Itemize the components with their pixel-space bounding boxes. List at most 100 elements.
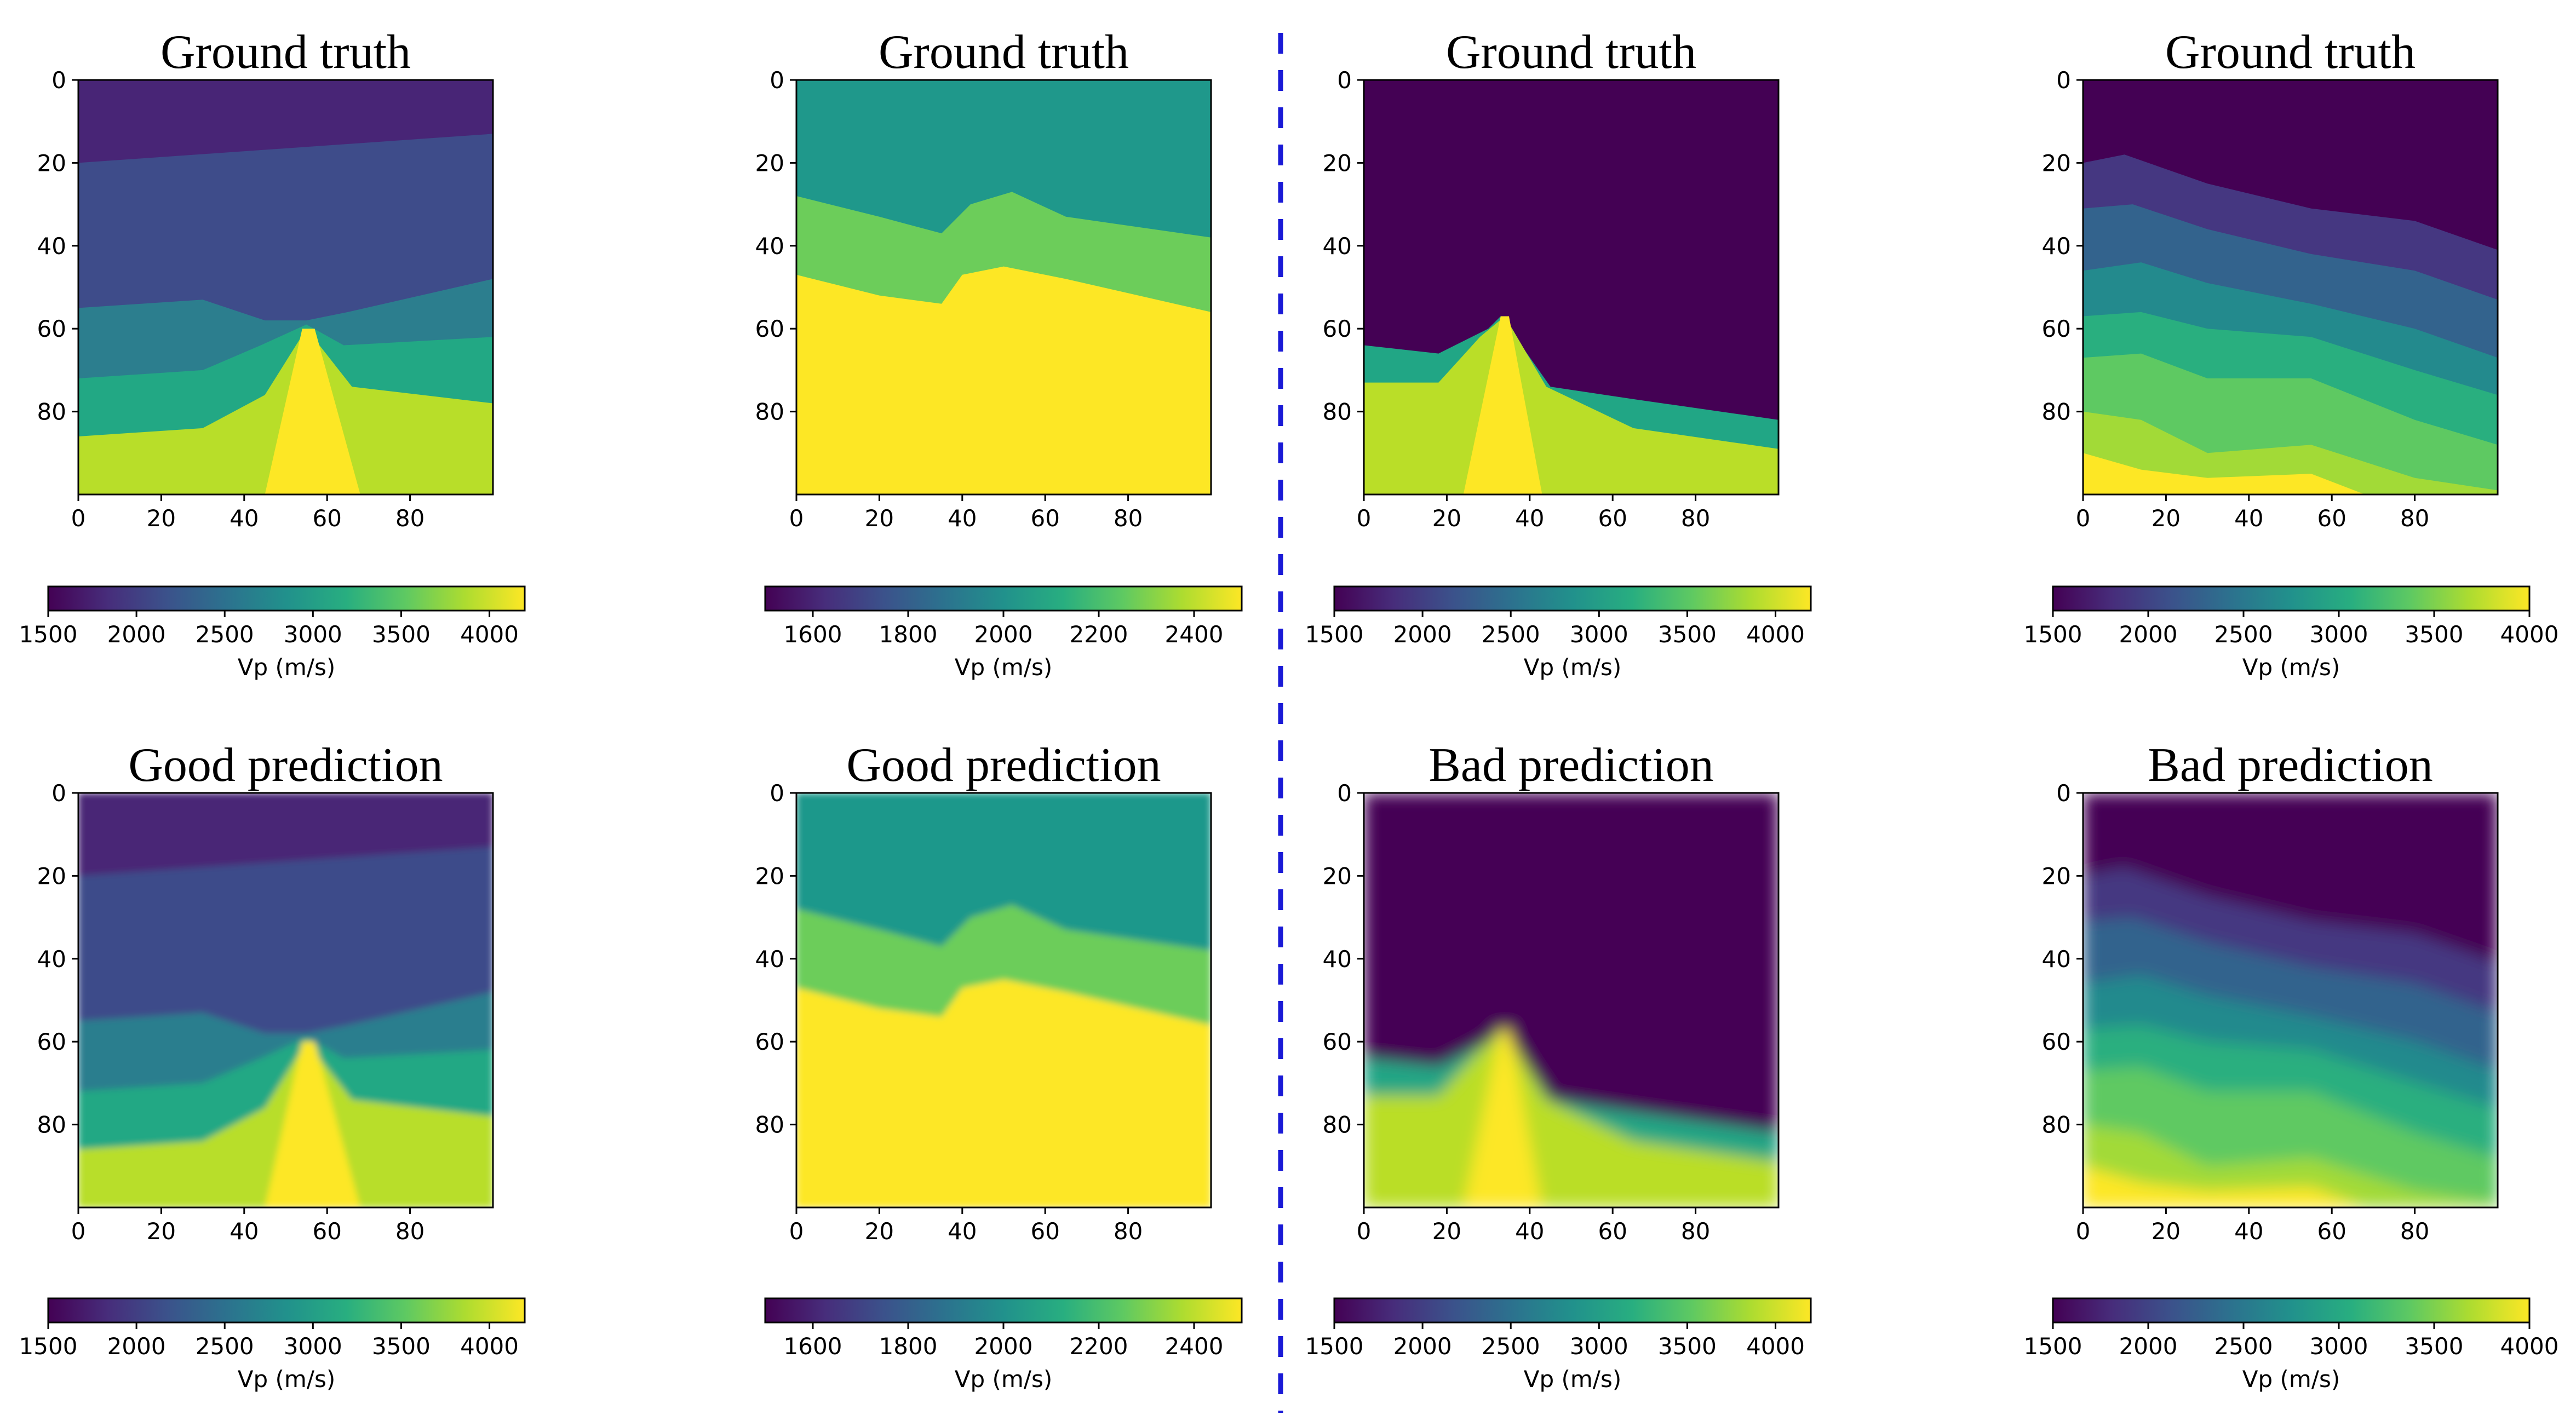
y-tick-label: 20 (2042, 149, 2071, 176)
colorbar-tick-label: 1500 (2024, 1333, 2082, 1360)
y-tick-label: 60 (37, 1028, 66, 1055)
velocity-heatmap (78, 793, 493, 1207)
colorbar-tick-label: 2400 (1165, 1333, 1224, 1360)
colorbar-tick-label: 3500 (2405, 1333, 2464, 1360)
y-tick-label: 20 (37, 149, 66, 176)
subplot-title: Good prediction (846, 739, 1161, 792)
x-tick-label: 60 (1030, 1218, 1059, 1245)
y-tick-label: 40 (37, 233, 66, 260)
colorbar: 1500 2000 2500 3000 3500 4000 Vp (m/s) (19, 585, 526, 681)
colorbar-tick-label: 2000 (107, 1333, 166, 1360)
x-tick-label: 0 (1357, 1218, 1372, 1245)
velocity-layer (265, 1042, 360, 1207)
colorbar-label: Vp (m/s) (238, 654, 335, 681)
y-tick-label: 20 (755, 149, 784, 176)
colorbar-tick-label: 1500 (19, 621, 78, 648)
y-tick-label: 80 (755, 399, 784, 425)
x-tick-label: 60 (312, 505, 341, 532)
velocity-layer (1463, 316, 1542, 494)
velocity-heatmap (2083, 80, 2498, 494)
colorbar-gradient (1333, 585, 1812, 612)
colorbar-tick-label: 1800 (879, 621, 938, 648)
x-tick-label: 40 (1515, 505, 1544, 532)
colorbar-gradient (1333, 1297, 1812, 1324)
colorbar-tick-label: 2000 (2119, 621, 2178, 648)
velocity-layer (2083, 1166, 2365, 1207)
colorbar: 1500 2000 2500 3000 3500 4000 Vp (m/s) (2024, 585, 2559, 681)
colorbar-tick-label: 1600 (784, 621, 842, 648)
colorbar-label: Vp (m/s) (955, 1366, 1052, 1393)
x-tick-label: 60 (1030, 505, 1059, 532)
subplot-title: Ground truth (1446, 26, 1696, 79)
colorbar-label: Vp (m/s) (955, 654, 1052, 681)
subplot-truth-3: Ground truth 0 20 40 60 80 0 20 40 60 80 1500 2000 25… (1305, 26, 1812, 681)
colorbar-tick-label: 3500 (372, 621, 431, 648)
y-tick-label: 0 (770, 780, 784, 807)
y-tick-label: 40 (1323, 233, 1352, 260)
x-tick-label: 20 (147, 1218, 176, 1245)
axes-frame (795, 79, 1212, 496)
axes-frame (1363, 792, 1780, 1209)
velocity-layer (2083, 411, 2498, 494)
colorbar-tick-label: 2500 (1482, 621, 1540, 648)
y-tick-label: 0 (770, 67, 784, 94)
colorbar-tick-label: 2500 (2214, 1333, 2273, 1360)
colorbar-gradient (2052, 1297, 2531, 1324)
colorbar: 1600 1800 2000 2200 2400 Vp (m/s) (764, 585, 1243, 681)
y-tick-label: 60 (1323, 315, 1352, 342)
subplot-truth-4: Ground truth 0 20 40 60 80 0 20 40 60 80 1500 2000 25… (2024, 26, 2559, 681)
y-tick-label: 0 (1337, 67, 1352, 94)
colorbar-tick-label: 3500 (2405, 621, 2464, 648)
x-tick-label: 0 (789, 505, 804, 532)
colorbar-tick-label: 2000 (1393, 621, 1452, 648)
colorbar-label: Vp (m/s) (1524, 654, 1621, 681)
y-tick-label: 80 (2042, 399, 2071, 425)
x-tick-label: 60 (2317, 505, 2346, 532)
colorbar-tick-label: 2000 (107, 621, 166, 648)
y-tick-label: 60 (2042, 315, 2071, 342)
velocity-layer (1463, 1029, 1542, 1207)
x-tick-label: 80 (1114, 1218, 1143, 1245)
colorbar: 1500 2000 2500 3000 3500 4000 Vp (m/s) (1305, 1297, 1812, 1393)
colorbar-tick-label: 2500 (1482, 1333, 1540, 1360)
x-tick-label: 80 (1681, 505, 1710, 532)
velocity-layer (1364, 316, 1778, 494)
colorbar-tick-label: 2000 (2119, 1333, 2178, 1360)
colorbar-tick-label: 2200 (1070, 621, 1128, 648)
colorbar-tick-label: 4000 (1746, 1333, 1805, 1360)
colorbar-gradient (764, 585, 1243, 612)
subplot-title: Bad prediction (1428, 739, 1714, 792)
x-tick-label: 0 (789, 1218, 804, 1245)
colorbar: 1600 1800 2000 2200 2400 Vp (m/s) (764, 1297, 1243, 1393)
axes-frame (2082, 792, 2499, 1209)
x-tick-label: 40 (1515, 1218, 1544, 1245)
x-tick-label: 60 (312, 1218, 341, 1245)
x-tick-label: 0 (1357, 505, 1372, 532)
colorbar-tick-label: 4000 (460, 1333, 519, 1360)
x-tick-label: 60 (1598, 1218, 1627, 1245)
colorbar: 1500 2000 2500 3000 3500 4000 Vp (m/s) (19, 1297, 526, 1393)
y-tick-label: 60 (755, 1028, 784, 1055)
velocity-layer (1364, 1029, 1778, 1207)
y-tick-label: 80 (37, 1112, 66, 1138)
colorbar-tick-label: 1500 (1305, 621, 1364, 648)
y-tick-label: 80 (1323, 1112, 1352, 1138)
velocity-heatmap (2083, 793, 2498, 1207)
x-tick-label: 80 (1681, 1218, 1710, 1245)
subplot-truth-2: Ground truth 0 20 40 60 80 0 20 40 60 80 1600 1800 20… (755, 26, 1243, 681)
colorbar-tick-label: 4000 (2500, 1333, 2559, 1360)
y-tick-label: 0 (2056, 780, 2071, 807)
colorbar-tick-label: 1500 (19, 1333, 78, 1360)
x-tick-label: 20 (2152, 505, 2181, 532)
axes-frame (795, 792, 1212, 1209)
colorbar-tick-label: 4000 (2500, 621, 2559, 648)
colorbar-tick-label: 4000 (460, 621, 519, 648)
x-tick-label: 0 (71, 1218, 86, 1245)
colorbar-tick-label: 1500 (2024, 621, 2082, 648)
y-tick-label: 20 (2042, 862, 2071, 889)
x-tick-label: 0 (2076, 1218, 2091, 1245)
colorbar-label: Vp (m/s) (2242, 1366, 2340, 1393)
colorbar-tick-label: 2000 (974, 621, 1033, 648)
y-tick-label: 20 (755, 862, 784, 889)
x-tick-label: 80 (2400, 505, 2429, 532)
